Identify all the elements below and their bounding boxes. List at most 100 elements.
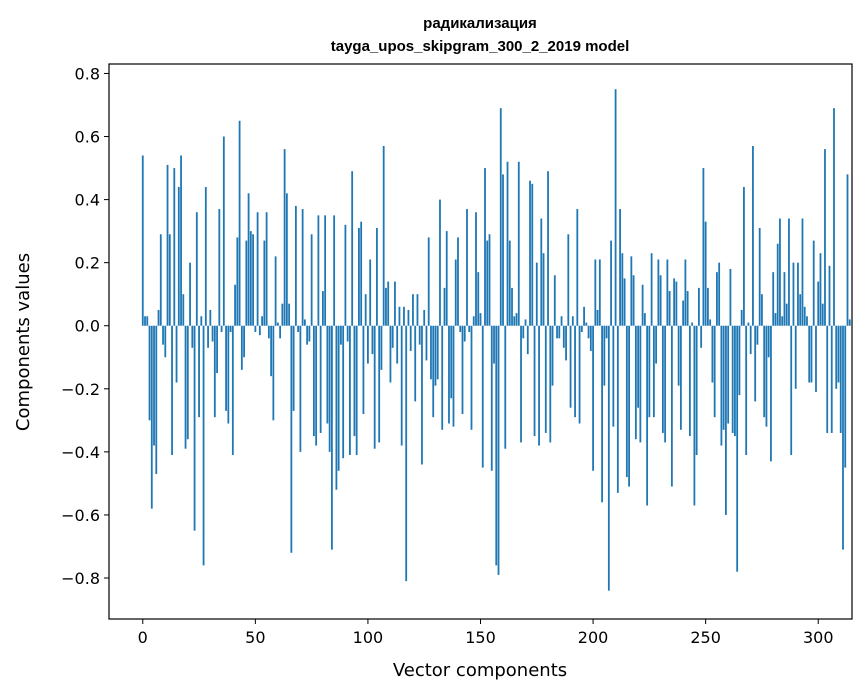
bar-306: [830, 325, 833, 433]
bar-139: [454, 259, 457, 326]
bar-165: [513, 316, 516, 326]
x-tick-label: 250: [690, 628, 721, 647]
x-tick-label: 200: [578, 628, 609, 647]
bar-19: [184, 325, 187, 449]
bar-16: [177, 186, 180, 326]
bar-27: [202, 325, 205, 566]
y-tick-label: 0.0: [75, 317, 100, 336]
bar-239: [679, 325, 682, 430]
bar-237: [675, 281, 678, 326]
bar-187: [562, 325, 565, 348]
bar-172: [529, 180, 531, 326]
y-axis-ticks: −0.8 −0.6 −0.4 −0.2 0.0 0.2 0.4 0.6 0.8: [61, 64, 109, 588]
bar-268: [745, 325, 748, 456]
bar-151: [481, 325, 484, 468]
bar-282: [776, 243, 779, 326]
bar-143: [463, 325, 466, 342]
bar-293: [801, 218, 804, 326]
bar-255: [716, 272, 718, 326]
bar-247: [698, 287, 700, 326]
bar-242: [686, 291, 689, 326]
bar-234: [668, 291, 671, 326]
bar-263: [734, 325, 736, 437]
plot-frame: [108, 63, 853, 620]
bar-20: [186, 325, 189, 440]
bar-311: [842, 325, 844, 550]
bar-175: [535, 262, 538, 326]
bar-155: [490, 325, 493, 471]
bar-258: [722, 325, 725, 430]
bar-98: [362, 325, 365, 415]
bar-209: [612, 325, 615, 427]
bar-130: [434, 325, 437, 386]
bar-303: [824, 149, 826, 326]
bar-181: [549, 325, 552, 443]
x-tick-label: 300: [803, 628, 834, 647]
bar-199: [589, 325, 592, 351]
bar-188: [565, 325, 567, 361]
bar-64: [285, 193, 288, 326]
bar-63: [283, 149, 286, 326]
bar-205: [603, 325, 606, 386]
bar-190: [569, 325, 572, 408]
bar-116: [403, 306, 405, 326]
bar-93: [351, 171, 354, 326]
bar-256: [718, 262, 721, 326]
bar-174: [533, 325, 536, 437]
bar-9: [162, 325, 164, 345]
bar-108: [385, 287, 387, 326]
bar-275: [761, 294, 763, 326]
bar-286: [785, 303, 788, 326]
bar-72: [303, 319, 306, 326]
bar-62: [281, 303, 284, 326]
y-tick-label: 0.2: [75, 254, 100, 273]
x-tick-label: 150: [465, 628, 496, 647]
bar-257: [720, 325, 723, 446]
bar-57: [270, 325, 273, 377]
bar-166: [515, 313, 518, 326]
bar-85: [333, 215, 336, 326]
bar-289: [792, 262, 795, 326]
bar-13: [171, 325, 173, 456]
bar-101: [369, 259, 372, 326]
bar-285: [783, 272, 786, 326]
bar-236: [673, 278, 676, 326]
bar-307: [833, 108, 835, 326]
bar-193: [576, 209, 579, 326]
bar-210: [614, 89, 617, 326]
bar-294: [803, 306, 806, 326]
bar-144: [466, 209, 468, 326]
bar-136: [448, 325, 450, 424]
bar-7: [157, 309, 160, 326]
bar-298: [812, 240, 815, 326]
x-axis-label: Vector components: [393, 660, 567, 681]
bar-8: [159, 234, 162, 326]
bar-78: [317, 215, 320, 326]
bar-201: [594, 259, 597, 326]
bar-300: [817, 281, 820, 326]
bar-46: [245, 240, 248, 326]
bar-134: [443, 287, 446, 326]
bar-87: [337, 325, 340, 471]
bar-128: [430, 325, 432, 380]
bar-264: [736, 325, 739, 572]
x-tick-label: 50: [245, 628, 265, 647]
bar-113: [396, 325, 399, 364]
bar-177: [540, 218, 543, 326]
bar-274: [758, 227, 761, 326]
bar-137: [450, 325, 453, 399]
bar-308: [835, 325, 838, 389]
bar-194: [578, 325, 581, 424]
bar-120: [412, 294, 414, 326]
bar-69: [297, 325, 300, 333]
bar-176: [538, 325, 540, 446]
bar-106: [380, 325, 383, 370]
bar-104: [376, 227, 378, 326]
bar-169: [522, 325, 525, 339]
bar-138: [452, 325, 455, 427]
bar-233: [666, 259, 669, 326]
bar-123: [418, 325, 421, 345]
bar-122: [416, 294, 419, 326]
bar-23: [193, 325, 196, 531]
bar-65: [288, 303, 291, 326]
